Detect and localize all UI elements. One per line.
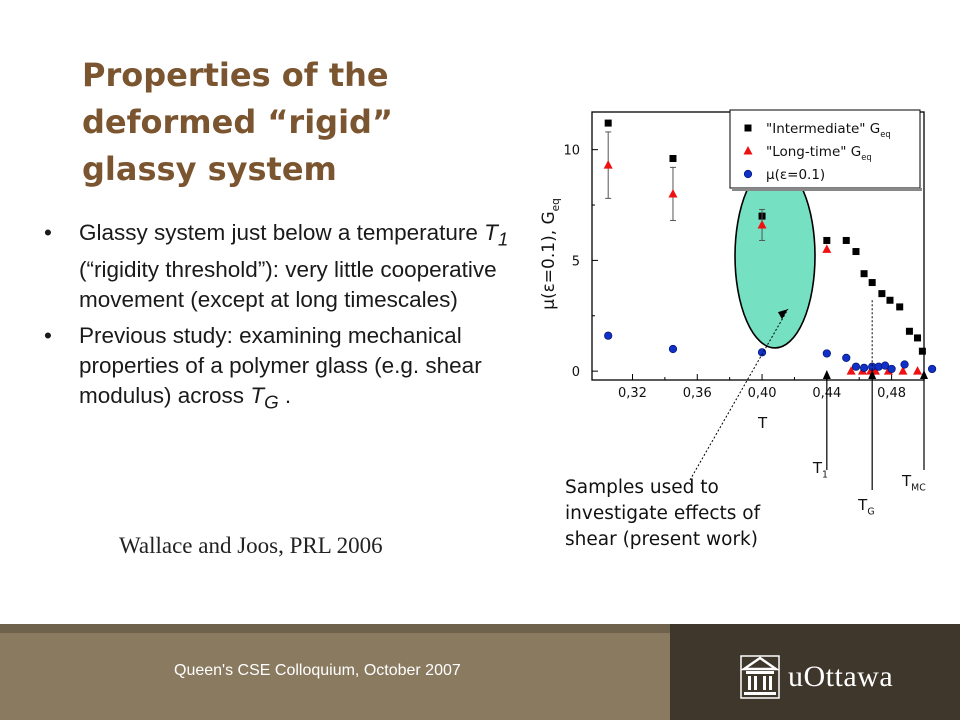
data-point-circle	[822, 349, 831, 358]
tmc-arrow-head	[920, 370, 928, 379]
bullet-icon: •	[44, 220, 52, 245]
data-point-square	[918, 347, 926, 355]
legend-label: μ(ε=0.1)	[766, 167, 825, 183]
data-point-square	[669, 155, 677, 163]
bullet2-text-end: .	[278, 382, 292, 408]
bullet1-temp-symbol: T	[484, 220, 498, 245]
data-point-square	[878, 290, 886, 298]
data-point-triangle	[603, 160, 613, 169]
temperature-label: TG	[857, 496, 874, 518]
annotation-note: Samples used to investigate effects of s…	[565, 477, 761, 550]
y-tick-label: 10	[563, 144, 580, 159]
data-point-square	[852, 248, 860, 256]
data-point-triangle	[898, 366, 908, 375]
legend-label: "Long-time" Geq	[766, 144, 872, 162]
footer-strip	[0, 624, 670, 633]
footer-logo-panel	[670, 624, 960, 720]
title-line-2: deformed “rigid”	[82, 103, 393, 141]
data-point-circle	[859, 363, 869, 372]
data-point-circle	[881, 361, 890, 370]
data-point-circle	[604, 331, 613, 340]
legend-box	[729, 109, 921, 189]
x-tick-label: 0,32	[618, 386, 647, 401]
bullet-item-previous-study: • Previous study: examining mechanical p…	[44, 321, 514, 418]
data-point-square	[823, 236, 831, 244]
data-point-circle	[887, 364, 896, 374]
data-point-square	[604, 119, 612, 127]
data-point-square	[868, 279, 876, 287]
temperature-label: TMC	[901, 472, 926, 494]
y-tick-label: 0	[572, 365, 580, 380]
data-point-square	[860, 270, 868, 278]
data-point-circle	[668, 344, 678, 354]
data-point-circle	[900, 360, 909, 369]
data-point-triangle	[913, 366, 923, 375]
y-axis-label: μ(ε=0.1), Geq	[539, 198, 562, 310]
x-tick-label: 0,40	[748, 386, 777, 401]
legend-label: "Intermediate" Geq	[766, 121, 891, 139]
legend-shadow	[732, 188, 922, 191]
bullet1-text-end: (“rigidity threshold”): very little coop…	[79, 256, 497, 312]
tg-arrow-head	[868, 370, 877, 379]
data-point-square	[896, 303, 904, 311]
data-point-square	[905, 327, 913, 335]
uottawa-logo: uOttawa	[740, 655, 893, 699]
data-point-circle	[842, 353, 851, 362]
t1-arrow-head	[822, 370, 831, 379]
bullet-icon: •	[44, 322, 52, 348]
bullet-list: • Glassy system just below a temperature…	[44, 218, 514, 423]
title-line-3: glassy system	[82, 150, 337, 188]
data-point-square	[914, 334, 922, 342]
legend-marker-square	[744, 124, 752, 132]
data-point-circle	[927, 364, 937, 374]
citation: Wallace and Joos, PRL 2006	[119, 533, 383, 558]
y-tick-label: 5	[572, 254, 580, 269]
data-point-triangle	[668, 188, 678, 198]
data-point-circle	[851, 362, 861, 371]
logo-text: uOttawa	[788, 660, 894, 693]
bullet1-text: Glassy system just below a temperature	[79, 220, 485, 245]
bullet2-temp-symbol: T	[250, 382, 265, 408]
note-pointer-line	[689, 308, 789, 481]
data-point-triangle	[757, 219, 767, 229]
data-point-square	[842, 236, 850, 244]
bullet2-text: Previous study: examining mechanical pro…	[79, 322, 482, 408]
data-point-square	[886, 296, 894, 304]
sample-region-ellipse	[734, 163, 816, 349]
title-line-1: Properties of the	[82, 56, 389, 94]
data-point-triangle	[846, 366, 856, 375]
university-building-icon	[740, 655, 780, 699]
bullet1-temp-subscript: 1	[497, 228, 509, 250]
data-point-triangle	[822, 244, 832, 253]
x-tick-label: 0,48	[877, 386, 906, 401]
x-tick-label: 0,36	[683, 386, 712, 401]
bullet-item-rigidity: • Glassy system just below a temperature…	[44, 218, 514, 315]
temperature-label: T	[757, 414, 768, 432]
slide-title: Properties of the deformed “rigid” glass…	[82, 52, 482, 193]
footer-text: Queen's CSE Colloquium, October 2007	[174, 662, 461, 679]
temperature-label: T1	[812, 459, 828, 481]
legend-marker-triangle	[743, 146, 753, 155]
note-pointer-head	[777, 309, 788, 320]
legend-marker-circle	[743, 169, 753, 179]
footer-bar	[0, 624, 670, 720]
bullet2-temp-subscript: G	[264, 391, 279, 412]
